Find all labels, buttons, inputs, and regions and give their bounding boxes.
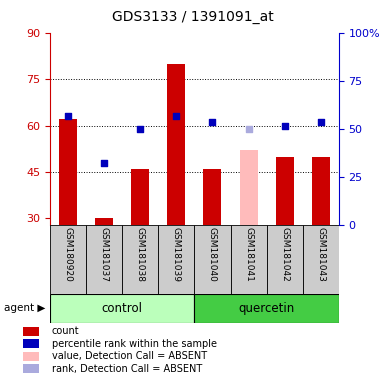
Bar xyxy=(203,169,221,225)
Text: quercetin: quercetin xyxy=(238,302,295,314)
Bar xyxy=(167,64,186,225)
Bar xyxy=(158,225,194,294)
Point xyxy=(246,126,252,132)
Bar xyxy=(266,225,303,294)
Point xyxy=(209,119,216,126)
Text: count: count xyxy=(52,326,79,336)
Text: value, Detection Call = ABSENT: value, Detection Call = ABSENT xyxy=(52,351,207,361)
Bar xyxy=(122,225,158,294)
Text: control: control xyxy=(102,302,143,314)
Text: GSM181038: GSM181038 xyxy=(136,227,145,282)
Bar xyxy=(50,225,86,294)
Bar xyxy=(303,225,339,294)
Text: GSM181041: GSM181041 xyxy=(244,227,253,281)
Bar xyxy=(23,352,39,361)
Bar xyxy=(239,150,258,225)
Bar xyxy=(95,218,113,225)
Text: GDS3133 / 1391091_at: GDS3133 / 1391091_at xyxy=(112,10,273,23)
Bar xyxy=(23,327,39,336)
Point xyxy=(281,122,288,129)
Text: GSM180920: GSM180920 xyxy=(64,227,73,281)
Bar xyxy=(231,225,266,294)
Text: GSM181040: GSM181040 xyxy=(208,227,217,281)
Text: GSM181039: GSM181039 xyxy=(172,227,181,282)
Bar xyxy=(276,157,294,225)
Point xyxy=(137,126,143,132)
Text: GSM181042: GSM181042 xyxy=(280,227,289,281)
Point xyxy=(65,113,71,119)
Point xyxy=(318,119,324,126)
Bar xyxy=(23,339,39,348)
Text: GSM181037: GSM181037 xyxy=(100,227,109,282)
Bar xyxy=(86,225,122,294)
Bar xyxy=(312,157,330,225)
Bar xyxy=(194,294,339,323)
Point xyxy=(173,113,179,119)
Bar xyxy=(23,364,39,373)
Bar xyxy=(131,169,149,225)
Bar xyxy=(59,119,77,225)
Text: GSM181043: GSM181043 xyxy=(316,227,325,281)
Bar xyxy=(194,225,231,294)
Point xyxy=(101,160,107,166)
Text: percentile rank within the sample: percentile rank within the sample xyxy=(52,339,217,349)
Text: agent ▶: agent ▶ xyxy=(4,303,45,313)
Text: rank, Detection Call = ABSENT: rank, Detection Call = ABSENT xyxy=(52,364,202,374)
Bar xyxy=(50,294,194,323)
